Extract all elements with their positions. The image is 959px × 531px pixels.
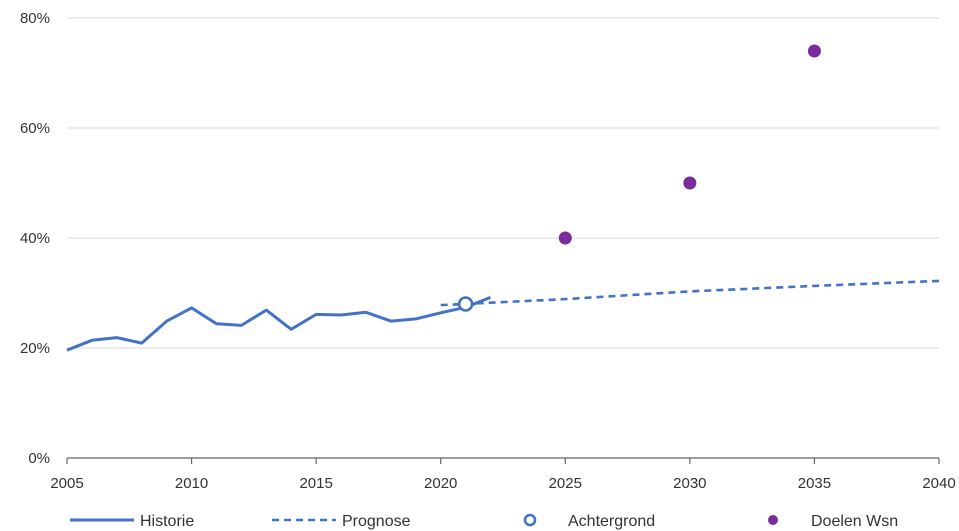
data-point-doelen-wsn: [558, 231, 572, 245]
y-tick-label: 80%: [20, 10, 50, 27]
legend-label: Historie: [140, 513, 194, 530]
legend-item-achtergrond: Achtergrond: [523, 513, 655, 530]
data-point-achtergrond: [457, 296, 474, 312]
data-point-doelen-wsn: [807, 44, 821, 58]
x-tick-label: 2010: [175, 475, 208, 492]
y-tick-label: 40%: [20, 230, 50, 247]
x-axis: 2005 2010 2015 2020 2025 2030 2035 2040: [50, 457, 956, 492]
legend-label: Prognose: [342, 513, 411, 530]
x-tick-label: 2015: [299, 475, 332, 492]
x-tick-label: 2030: [673, 475, 706, 492]
legend-item-doelen-wsn: Doelen Wsn: [768, 513, 898, 530]
y-tick-label: 60%: [20, 120, 50, 137]
y-tick-label: 20%: [20, 340, 50, 357]
legend-swatch: [768, 515, 778, 525]
y-axis-labels: 0% 20% 40% 60% 80%: [20, 10, 50, 467]
x-tick-label: 2035: [798, 475, 831, 492]
x-tick-label: 2020: [424, 475, 457, 492]
series-layer: [66, 44, 940, 352]
legend-label: Achtergrond: [568, 513, 655, 530]
x-tick-label: 2025: [549, 475, 582, 492]
series-line-prognose: [440, 279, 940, 307]
series-line-historie: [66, 296, 492, 352]
legend-item-historie: Historie: [70, 513, 194, 530]
y-tick-label: 0%: [28, 450, 50, 467]
legend-item-prognose: Prognose: [272, 513, 411, 530]
legend: Historie Prognose Achtergrond Doelen Wsn: [70, 513, 898, 530]
x-tick-label: 2005: [50, 475, 83, 492]
data-point-doelen-wsn: [683, 176, 697, 190]
legend-swatch: [523, 513, 537, 527]
legend-label: Doelen Wsn: [811, 513, 898, 530]
grid-lines: [67, 17, 939, 349]
x-tick-label: 2040: [922, 475, 955, 492]
